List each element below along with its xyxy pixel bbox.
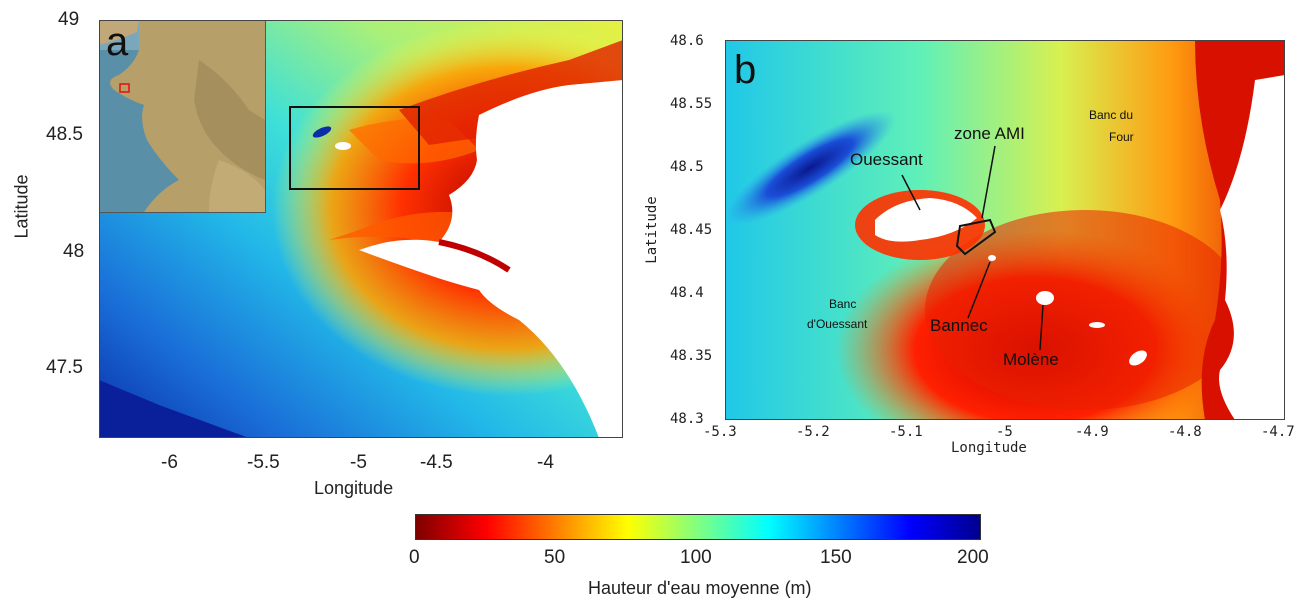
leader-line-molene: [1039, 304, 1044, 351]
leader-line-zone-ami: [981, 145, 996, 219]
panel-a-y-tick: 49: [58, 9, 80, 30]
panel-b-frame: [725, 40, 1285, 420]
panel-a-x-tick: -5: [350, 452, 367, 473]
label-zone-ami: zone AMI: [954, 124, 1025, 143]
zoom-area-rectangle: [289, 106, 420, 190]
panel-b-bathymetry: [725, 40, 1285, 420]
panel-b-y-tick: 48.55: [670, 96, 713, 112]
label-banc-ouessant-line2: d'Ouessant: [807, 317, 868, 331]
panel-b-x-tick: -5.2: [796, 424, 830, 440]
panel-b-x-tick: -5.1: [889, 424, 923, 440]
panel-b-x-tick: -4.9: [1075, 424, 1109, 440]
colorbar-label: Hauteur d'eau moyenne (m): [588, 578, 812, 598]
panel-b-y-tick: 48.6: [670, 33, 704, 49]
panel-b-x-tick: -5: [996, 424, 1013, 440]
panel-a-letter: a: [106, 20, 129, 64]
panel-a-y-tick: 48: [63, 241, 85, 262]
panel-b-y-tick: 48.5: [670, 159, 704, 175]
label-banc-ouessant-line1: Banc: [829, 297, 857, 311]
leader-line-ouessant: [901, 174, 921, 211]
panel-b-y-tick: 48.35: [670, 348, 713, 364]
panel-b-y-axis-title: Latitude: [644, 196, 660, 264]
france-relief-map: [99, 20, 265, 212]
panel-a-x-axis-title: Longitude: [314, 478, 394, 498]
panel-b-x-tick: -4.7: [1261, 424, 1295, 440]
leader-line-bannec: [967, 261, 991, 319]
panel-a-x-tick: -4.5: [420, 452, 453, 473]
panel-b-x-axis-title: Longitude: [951, 440, 1027, 456]
panel-a-y-tick: 47.5: [46, 357, 83, 378]
panel-b-x-tick: -5.3: [703, 424, 737, 440]
panel-b-letter: b: [734, 48, 757, 92]
label-ouessant: Ouessant: [850, 150, 923, 169]
colorbar-tick: 200: [957, 547, 989, 568]
colorbar-tick: 50: [544, 547, 566, 568]
panel-a-x-tick: -4: [537, 452, 554, 473]
panel-a-y-tick: 48.5: [46, 124, 83, 145]
colorbar: [415, 514, 981, 540]
label-banc-du-four-line2: Four: [1109, 130, 1134, 144]
label-molene: Molène: [1003, 350, 1059, 369]
colorbar-tick: 100: [680, 547, 712, 568]
france-inset-map: [99, 20, 266, 213]
panel-a-x-tick: -6: [161, 452, 178, 473]
colorbar-gradient: [416, 515, 980, 539]
panel-a-x-tick: -5.5: [247, 452, 280, 473]
panel-b-y-tick: 48.3: [670, 411, 704, 427]
panel-b-map: [725, 40, 1285, 420]
colorbar-tick: 150: [820, 547, 852, 568]
panel-b-y-tick: 48.45: [670, 222, 713, 238]
panel-b-y-tick: 48.4: [670, 285, 704, 301]
label-banc-du-four-line1: Banc du: [1089, 108, 1134, 122]
colorbar-tick: 0: [409, 547, 420, 568]
panel-b-x-tick: -4.8: [1168, 424, 1202, 440]
panel-a-frame: [99, 20, 623, 438]
label-bannec: Bannec: [930, 316, 988, 335]
